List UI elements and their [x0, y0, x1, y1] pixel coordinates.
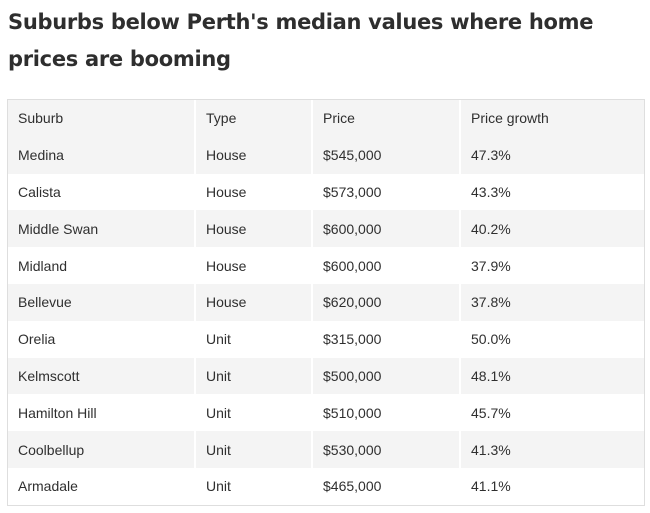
page-title: Suburbs below Perth's median values wher… — [8, 10, 594, 71]
cell-price: $600,000 — [311, 247, 459, 284]
cell-type: Unit — [194, 320, 311, 358]
cell-suburb: Armadale — [8, 467, 194, 505]
cell-price-growth: 50.0% — [459, 320, 644, 358]
cell-type: House — [194, 247, 311, 284]
table-row: Coolbellup Unit $530,000 41.3% — [8, 431, 644, 468]
cell-price: $620,000 — [311, 283, 459, 321]
cell-suburb: Orelia — [8, 320, 194, 358]
cell-suburb: Kelmscott — [8, 357, 194, 395]
suburbs-table: Suburb Type Price Price growth Medina Ho… — [8, 100, 644, 505]
cell-type: Unit — [194, 431, 311, 468]
cell-type: House — [194, 136, 311, 174]
cell-type: House — [194, 210, 311, 248]
table-container: Suburb Type Price Price growth Medina Ho… — [7, 99, 645, 506]
table-row: Armadale Unit $465,000 41.1% — [8, 467, 644, 505]
cell-price-growth: 37.9% — [459, 247, 644, 284]
header-price-growth: Price growth — [459, 100, 644, 137]
cell-price-growth: 41.3% — [459, 431, 644, 468]
cell-suburb: Bellevue — [8, 283, 194, 321]
cell-price-growth: 41.1% — [459, 467, 644, 505]
table-row: Midland House $600,000 37.9% — [8, 247, 644, 284]
table-row: Kelmscott Unit $500,000 48.1% — [8, 357, 644, 395]
cell-price-growth: 40.2% — [459, 210, 644, 248]
table-body: Medina House $545,000 47.3% Calista Hous… — [8, 136, 644, 505]
cell-price: $545,000 — [311, 136, 459, 174]
cell-price: $465,000 — [311, 467, 459, 505]
cell-suburb: Coolbellup — [8, 431, 194, 468]
cell-price: $315,000 — [311, 320, 459, 358]
cell-suburb: Medina — [8, 136, 194, 174]
cell-type: Unit — [194, 467, 311, 505]
header-suburb: Suburb — [8, 100, 194, 137]
table-header: Suburb Type Price Price growth — [8, 100, 644, 137]
cell-suburb: Middle Swan — [8, 210, 194, 248]
table-row: Medina House $545,000 47.3% — [8, 136, 644, 174]
table-row: Middle Swan House $600,000 40.2% — [8, 210, 644, 248]
cell-type: Unit — [194, 357, 311, 395]
cell-price: $510,000 — [311, 394, 459, 432]
header-price: Price — [311, 100, 459, 137]
cell-type: House — [194, 283, 311, 321]
cell-price: $573,000 — [311, 173, 459, 211]
cell-price: $530,000 — [311, 431, 459, 468]
table-row: Bellevue House $620,000 37.8% — [8, 283, 644, 321]
cell-suburb: Hamilton Hill — [8, 394, 194, 432]
table-row: Calista House $573,000 43.3% — [8, 173, 644, 211]
cell-type: Unit — [194, 394, 311, 432]
cell-price-growth: 37.8% — [459, 283, 644, 321]
header-type: Type — [194, 100, 311, 137]
table-row: Hamilton Hill Unit $510,000 45.7% — [8, 394, 644, 432]
header-row: Suburb Type Price Price growth — [8, 100, 644, 137]
cell-price-growth: 48.1% — [459, 357, 644, 395]
cell-type: House — [194, 173, 311, 211]
cell-price: $500,000 — [311, 357, 459, 395]
cell-price-growth: 47.3% — [459, 136, 644, 174]
cell-price-growth: 43.3% — [459, 173, 644, 211]
cell-suburb: Calista — [8, 173, 194, 211]
cell-price-growth: 45.7% — [459, 394, 644, 432]
cell-suburb: Midland — [8, 247, 194, 284]
cell-price: $600,000 — [311, 210, 459, 248]
table-row: Orelia Unit $315,000 50.0% — [8, 320, 644, 358]
